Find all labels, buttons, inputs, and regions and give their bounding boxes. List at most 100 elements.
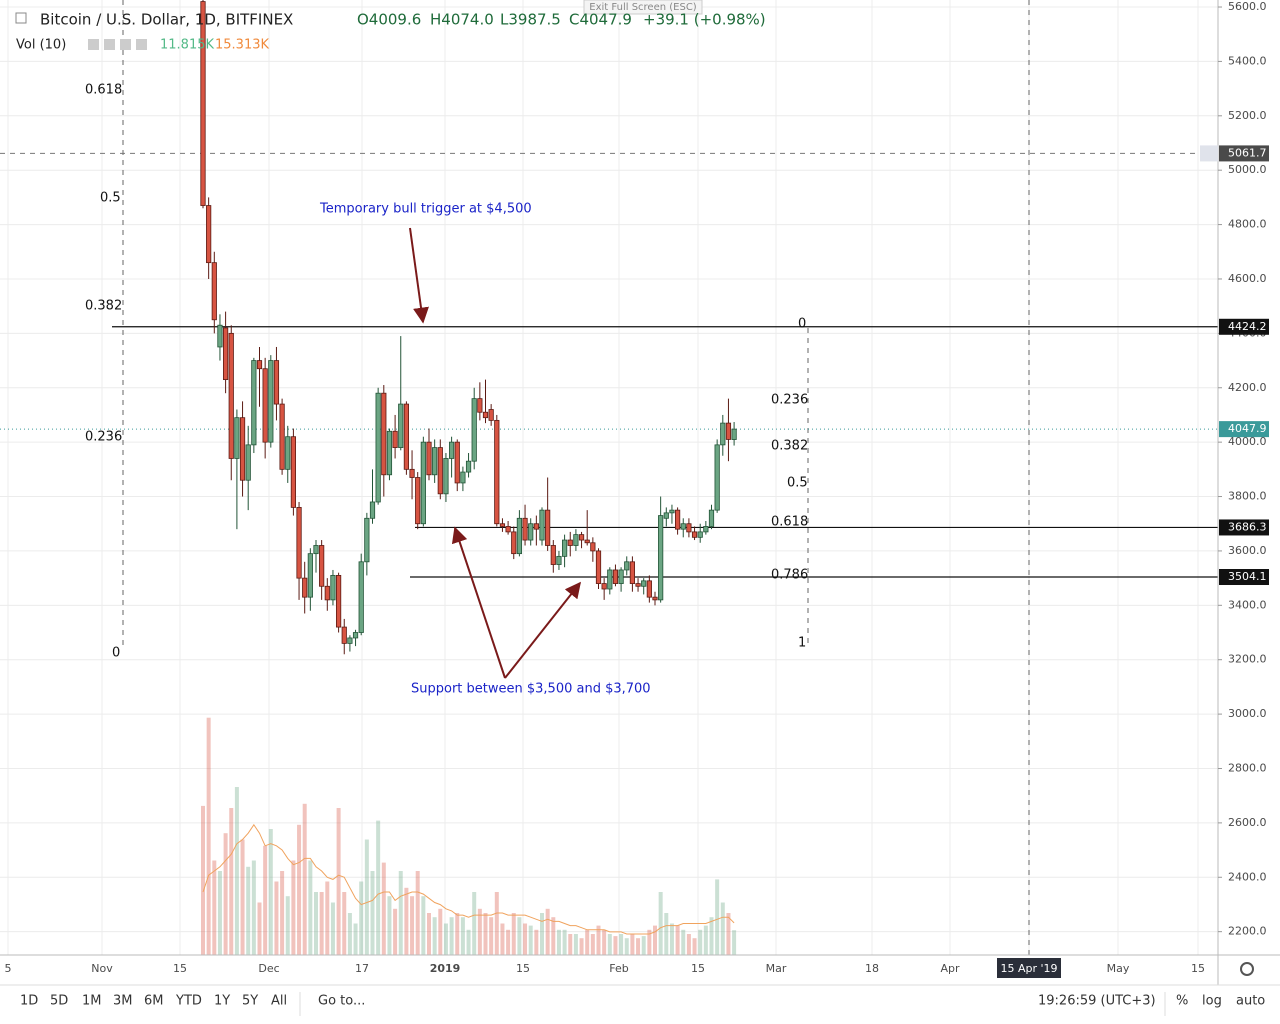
- arrow: [504, 581, 581, 679]
- candle-body: [499, 523, 506, 527]
- volume-bar: [466, 929, 471, 955]
- volume-bar: [489, 917, 494, 955]
- candle-body: [703, 526, 709, 533]
- range-button[interactable]: All: [271, 994, 287, 1009]
- price-box-label: 4047.9: [1228, 422, 1267, 435]
- y-tick-label: 3600.0: [1228, 544, 1267, 557]
- candle-body: [352, 632, 359, 639]
- goto-button[interactable]: Go to...: [318, 994, 365, 1009]
- symbol[interactable]: Bitcoin / U.S. Dollar, 1D, BITFINEX: [40, 11, 293, 29]
- range-button[interactable]: YTD: [175, 994, 202, 1009]
- settings-icon[interactable]: [1240, 962, 1254, 976]
- volume-bar: [630, 934, 635, 955]
- volume-bar: [460, 917, 465, 955]
- fib-label: 0.786: [771, 568, 808, 583]
- volume-bar: [415, 871, 420, 955]
- candle-body: [324, 585, 330, 601]
- volume-bar: [545, 908, 550, 955]
- volume-bar: [624, 938, 629, 955]
- range-button[interactable]: 5D: [50, 994, 68, 1009]
- volume-bar: [483, 913, 488, 955]
- range-button[interactable]: 1Y: [214, 994, 230, 1009]
- price-axis: [1218, 0, 1280, 955]
- collapse-icon[interactable]: [15, 12, 27, 24]
- clock[interactable]: 19:26:59 (UTC+3): [1038, 994, 1156, 1009]
- candle-body: [562, 539, 568, 557]
- icon[interactable]: [120, 39, 131, 50]
- candle-body: [217, 324, 223, 348]
- candle-body: [460, 471, 466, 484]
- x-tick-label: 18: [865, 962, 879, 975]
- volume-bar: [421, 896, 426, 955]
- fib-label: 1: [798, 636, 806, 651]
- volume-bar: [212, 860, 217, 955]
- fib-label: 0.5: [787, 476, 808, 491]
- range-button[interactable]: 1D: [20, 994, 38, 1009]
- volume-bar: [229, 808, 234, 955]
- log-toggle[interactable]: log: [1202, 994, 1222, 1009]
- volume-bar: [511, 913, 516, 955]
- candle-body: [725, 422, 732, 440]
- volume-bar: [325, 881, 330, 955]
- volume-bar: [585, 929, 590, 955]
- candle-body: [335, 575, 342, 628]
- percent-toggle[interactable]: %: [1176, 994, 1188, 1009]
- volume-label[interactable]: Vol (10): [16, 38, 66, 53]
- volume-bar: [246, 866, 251, 955]
- candle-body: [595, 550, 602, 584]
- crosshair-plus[interactable]: [1200, 145, 1218, 162]
- range-button[interactable]: 1M: [82, 994, 102, 1009]
- volume-bar: [517, 917, 522, 955]
- candle-body: [443, 458, 449, 495]
- candle-body: [398, 403, 404, 448]
- candle-body: [691, 531, 698, 538]
- fib-label: 0.236: [771, 393, 808, 408]
- candle-body: [545, 509, 551, 546]
- candle-body: [567, 539, 573, 546]
- volume-bar: [381, 862, 386, 955]
- volume-bar: [297, 824, 302, 955]
- volume-bar: [285, 896, 290, 955]
- candle-body: [646, 580, 652, 598]
- candle-body: [319, 545, 325, 587]
- volume-bar: [715, 879, 720, 955]
- range-button[interactable]: 6M: [144, 994, 164, 1009]
- candle-body: [539, 509, 545, 541]
- candle-body: [251, 360, 257, 446]
- auto-toggle[interactable]: auto: [1236, 994, 1265, 1009]
- volume-bar: [201, 805, 205, 955]
- x-tick-label: Apr: [940, 962, 960, 975]
- candle-body: [669, 509, 675, 514]
- volume-bar: [404, 887, 409, 955]
- volume-bar: [291, 860, 296, 955]
- range-button[interactable]: 3M: [113, 994, 133, 1009]
- arrow: [451, 526, 506, 679]
- range-button[interactable]: 5Y: [242, 994, 258, 1009]
- volume-bar: [494, 892, 499, 955]
- volume-bar: [217, 871, 222, 955]
- price-box: [1219, 145, 1269, 162]
- volume-bar: [636, 938, 641, 955]
- volume-bar: [726, 913, 731, 955]
- icon[interactable]: [136, 39, 147, 50]
- x-tick-label: Dec: [258, 962, 279, 975]
- volume-bar: [410, 896, 415, 955]
- candle-body: [731, 428, 737, 440]
- arrow: [409, 227, 429, 324]
- volume-bar: [353, 923, 358, 955]
- volume-bar: [619, 934, 624, 955]
- volume-bar: [387, 896, 392, 955]
- candle-body: [262, 368, 268, 443]
- volume-bar: [528, 925, 533, 955]
- icon[interactable]: [88, 39, 99, 50]
- fib-label: 0.382: [85, 299, 122, 314]
- candle-body: [516, 517, 523, 555]
- candle-body: [494, 419, 500, 525]
- volume-bar: [432, 917, 437, 955]
- volume-bar: [330, 902, 335, 955]
- volume-bar: [720, 902, 725, 955]
- annotation: Temporary bull trigger at $4,500: [319, 202, 532, 217]
- icon[interactable]: [104, 39, 115, 50]
- ohlc-close: C4047.9: [569, 11, 632, 29]
- candle-body: [675, 509, 681, 530]
